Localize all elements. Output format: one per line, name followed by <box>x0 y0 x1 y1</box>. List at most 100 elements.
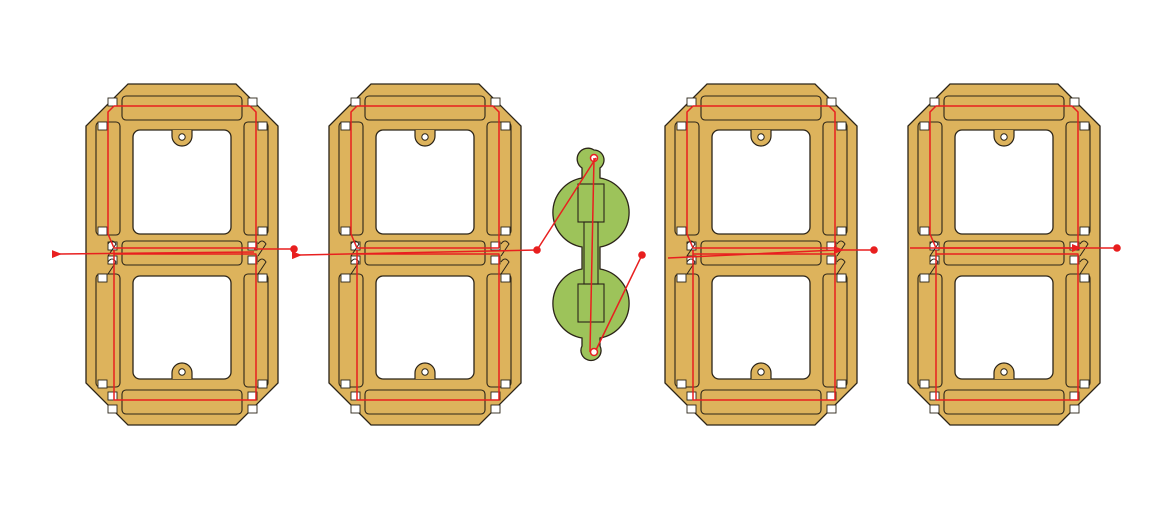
wire-hook <box>1079 240 1089 257</box>
horizontal-segment <box>364 95 486 121</box>
wire-link <box>51 250 255 259</box>
wire-hook <box>107 258 117 275</box>
wire-hook <box>257 258 267 275</box>
mount-hole <box>178 133 186 141</box>
led-pad <box>490 404 501 414</box>
wire-hook <box>107 240 117 257</box>
wire-hook <box>686 240 696 257</box>
led-pad <box>500 121 511 131</box>
mount-hole <box>757 368 765 376</box>
led-pad <box>340 121 351 131</box>
led-pad <box>929 255 940 265</box>
wire-hook <box>257 240 267 257</box>
led-pad <box>97 273 108 283</box>
led-pad <box>836 121 847 131</box>
led-pad <box>247 97 258 107</box>
led-pad <box>257 121 268 131</box>
digit-internal-wire <box>107 105 257 401</box>
horizontal-segment <box>943 389 1065 415</box>
wire-hook <box>836 258 846 275</box>
led-pad <box>676 273 687 283</box>
led-pad <box>340 379 351 389</box>
solder-point <box>290 245 298 253</box>
horizontal-segment <box>364 389 486 415</box>
horizontal-segment <box>943 95 1065 121</box>
wire-hook <box>1079 258 1089 275</box>
horizontal-segment <box>700 389 822 415</box>
led-pad <box>500 379 511 389</box>
led-pad <box>107 404 118 414</box>
led-pad <box>919 121 930 131</box>
led-pad <box>1069 255 1080 265</box>
solder-point <box>1113 244 1121 252</box>
wire-hook <box>500 240 510 257</box>
solder-point <box>638 251 646 259</box>
digit-internal-wire <box>929 105 1079 401</box>
led-pad <box>836 273 847 283</box>
digit-frame-3 <box>664 83 858 426</box>
led-pad <box>490 97 501 107</box>
led-pad <box>247 241 258 251</box>
wire-link <box>536 157 597 251</box>
led-pad <box>686 404 697 414</box>
led-pad <box>500 273 511 283</box>
led-pad <box>490 255 501 265</box>
led-wiring <box>51 157 1121 351</box>
mount-hole <box>421 368 429 376</box>
led-pad <box>929 404 940 414</box>
led-pad <box>350 391 361 401</box>
solder-point <box>870 246 878 254</box>
mount-hole <box>1000 368 1008 376</box>
led-pad <box>676 121 687 131</box>
led-pad <box>826 97 837 107</box>
wire-link <box>667 249 837 259</box>
led-pad <box>257 379 268 389</box>
led-pad <box>107 97 118 107</box>
led-pad <box>919 273 930 283</box>
led-pad <box>826 404 837 414</box>
led-pad <box>1069 97 1080 107</box>
led-pad <box>686 391 697 401</box>
colon-internal-wire <box>589 157 595 353</box>
led-pad <box>836 379 847 389</box>
led-pad <box>340 273 351 283</box>
led-pad <box>1069 404 1080 414</box>
digit-internal-wire <box>350 105 500 401</box>
led-pad <box>340 226 351 236</box>
led-pad <box>257 273 268 283</box>
digit-frame-2 <box>328 83 522 426</box>
led-pad <box>686 255 697 265</box>
mount-hole <box>1000 133 1008 141</box>
led-pad <box>919 226 930 236</box>
led-pad <box>350 97 361 107</box>
wire-hook <box>686 258 696 275</box>
wire-hook <box>929 240 939 257</box>
led-pad <box>929 391 940 401</box>
led-pad <box>1079 273 1090 283</box>
wire-hook <box>350 258 360 275</box>
mount-hole <box>421 133 429 141</box>
led-pad <box>97 226 108 236</box>
led-pad <box>107 391 118 401</box>
led-pad <box>247 404 258 414</box>
led-pad <box>350 404 361 414</box>
led-pad <box>826 255 837 265</box>
led-pad <box>257 226 268 236</box>
led-pad <box>350 255 361 265</box>
mount-hole <box>178 368 186 376</box>
wire-hook <box>500 258 510 275</box>
led-pad <box>500 226 511 236</box>
wire-hook <box>929 258 939 275</box>
led-pad <box>1079 121 1090 131</box>
colon-outline <box>552 147 630 362</box>
wire-link <box>595 254 643 351</box>
led-pad <box>676 379 687 389</box>
led-pad <box>919 379 930 389</box>
led-pad <box>1079 379 1090 389</box>
led-pad <box>929 97 940 107</box>
led-pad <box>686 97 697 107</box>
horizontal-segment <box>121 95 243 121</box>
digit-frame-1 <box>85 83 279 426</box>
horizontal-segment <box>700 240 822 266</box>
